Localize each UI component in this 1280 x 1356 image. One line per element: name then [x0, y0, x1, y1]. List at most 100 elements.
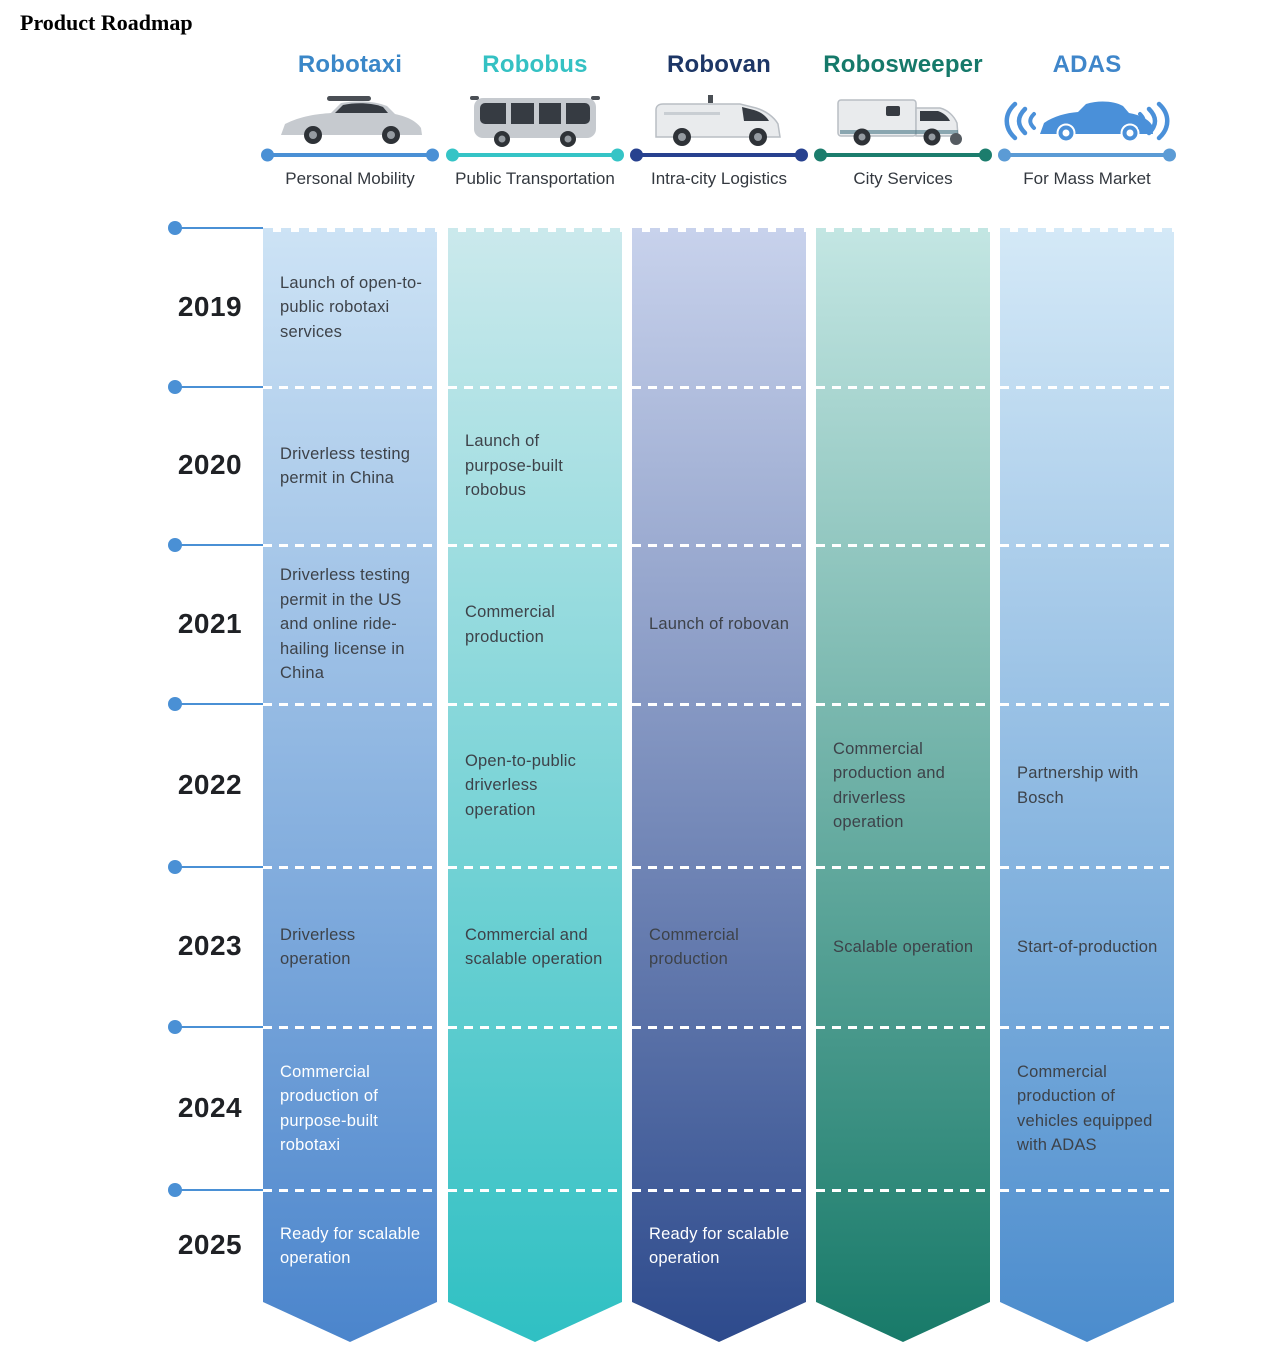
row-separator [1000, 544, 1174, 547]
year-label-2021: 2021 [177, 607, 243, 639]
milestone-robosweeper-2022: Commercial production and driverless ope… [816, 704, 990, 867]
row-separator [816, 1026, 990, 1029]
robobus-shuttle-icon [448, 84, 622, 148]
milestone-text: Scalable operation [833, 937, 974, 956]
row-separator [263, 386, 437, 389]
row-separator [1000, 1026, 1174, 1029]
row-separator [1000, 386, 1174, 389]
track-dot [979, 148, 992, 162]
track-dot [611, 148, 624, 162]
timeline-connector-line [180, 227, 263, 229]
product-track-line [446, 148, 624, 162]
product-title: Robobus [482, 51, 588, 78]
product-header-adas: ADAS For Mass Market [998, 51, 1176, 190]
milestone-text: Open-to-public driverless operation [465, 751, 577, 819]
timeline-dot [168, 538, 182, 552]
row-separator [816, 1189, 990, 1192]
milestone-robotaxi-2020: Driverless testing permit in China [263, 387, 437, 545]
row-separator [816, 703, 990, 706]
track-dot [814, 148, 827, 162]
product-track-line [630, 148, 808, 162]
milestone-text: Ready for scalable operation [280, 1224, 421, 1267]
milestone-text: Commercial production of purpose-built r… [280, 1062, 378, 1154]
track-dot [998, 148, 1011, 162]
product-category-label: City Services [853, 169, 953, 189]
row-separator [632, 1189, 806, 1192]
row-separator [1000, 866, 1174, 869]
product-header-robotaxi: Robotaxi Personal Mobility [261, 51, 439, 190]
timeline-dot [168, 221, 182, 235]
timeline-dot [168, 380, 182, 394]
timeline-connector-line [180, 703, 263, 705]
product-track-line [261, 148, 439, 162]
product-category-label: For Mass Market [1023, 169, 1151, 189]
roadmap-column-robosweeper: Commercial production and driverless ope… [816, 228, 990, 1342]
timeline-connector-line [180, 1026, 263, 1028]
robovan-van-icon [632, 84, 806, 148]
row-separator [816, 866, 990, 869]
product-header-robobus: Robobus Public Transportation [446, 51, 624, 190]
milestone-robotaxi-2021: Driverless testing permit in the US and … [263, 545, 437, 704]
milestone-text: Ready for scalable operation [649, 1224, 790, 1267]
product-title: Robosweeper [823, 51, 983, 78]
milestone-text: Launch of robovan [649, 615, 790, 634]
row-separator [448, 866, 622, 869]
row-separator [448, 386, 622, 389]
milestone-robobus-2023: Commercial and scalable operation [448, 867, 622, 1027]
year-label-2023: 2023 [177, 930, 243, 961]
year-label-2025: 2025 [177, 1229, 243, 1260]
row-separator [448, 1026, 622, 1029]
row-separator [448, 1189, 622, 1192]
milestone-adas-2022: Partnership with Bosch [1000, 704, 1174, 867]
product-category-label: Intra-city Logistics [650, 169, 788, 189]
milestone-robotaxi-2024: Commercial production of purpose-built r… [263, 1027, 437, 1190]
roadmap-column-robotaxi: Launch of open-to-public robotaxi servic… [263, 228, 437, 1342]
milestone-text: Launch of open-to-public robotaxi servic… [280, 273, 423, 341]
product-track-line [998, 148, 1176, 162]
row-separator [1000, 703, 1174, 706]
page-title: Product Roadmap [20, 10, 193, 35]
year-label-2024: 2024 [177, 1091, 243, 1123]
row-separator [632, 866, 806, 869]
milestone-robovan-2021: Launch of robovan [632, 545, 806, 704]
row-separator [263, 703, 437, 706]
track-dot [630, 148, 643, 162]
product-title: Robovan [666, 51, 772, 78]
robotaxi-suv-icon [263, 84, 437, 148]
milestone-adas-2024: Commercial production of vehicles equipp… [1000, 1027, 1174, 1190]
row-separator [448, 544, 622, 547]
milestone-text: Commercial production of vehicles equipp… [1017, 1062, 1153, 1154]
row-separator [263, 866, 437, 869]
roadmap-column-robovan: Launch of robovan Commercial production Re… [632, 228, 806, 1342]
milestone-text: Driverless testing permit in the US and … [280, 566, 411, 683]
milestone-text: Partnership with Bosch [1017, 764, 1139, 807]
product-header-robovan: Robovan Intra-city Logistics [630, 51, 808, 190]
product-title: Robotaxi [297, 51, 403, 78]
row-separator [632, 703, 806, 706]
milestone-robobus-2020: Launch of purpose-built robobus [448, 387, 622, 545]
timeline-dot [168, 1020, 182, 1034]
row-separator [263, 1026, 437, 1029]
track-dot [1163, 148, 1176, 162]
milestone-text: Commercial production [465, 603, 556, 646]
product-title: ADAS [1052, 51, 1122, 78]
track-dot [261, 148, 274, 162]
milestone-text: Start-of-production [1017, 937, 1158, 956]
roadmap-column-robobus: Launch of purpose-built robobus Commercia… [448, 228, 622, 1342]
milestone-robotaxi-2025: Ready for scalable operation [263, 1190, 437, 1302]
timeline-connector-line [180, 386, 263, 388]
year-label-2019: 2019 [177, 290, 243, 322]
milestone-robobus-2022: Open-to-public driverless operation [448, 704, 622, 867]
milestone-adas-2023: Start-of-production [1000, 867, 1174, 1027]
milestone-robovan-2025: Ready for scalable operation [632, 1190, 806, 1302]
track-dot [426, 148, 439, 162]
milestone-text: Driverless testing permit in China [280, 444, 411, 487]
product-track-line [814, 148, 992, 162]
year-label-2022: 2022 [177, 768, 243, 800]
timeline-dot [168, 1183, 182, 1197]
timeline-connector-line [180, 1189, 263, 1191]
milestone-robosweeper-2023: Scalable operation [816, 867, 990, 1027]
roadmap-column-adas: Partnership with Bosch Start-of-productio… [1000, 228, 1174, 1342]
year-label-2020: 2020 [177, 449, 243, 480]
